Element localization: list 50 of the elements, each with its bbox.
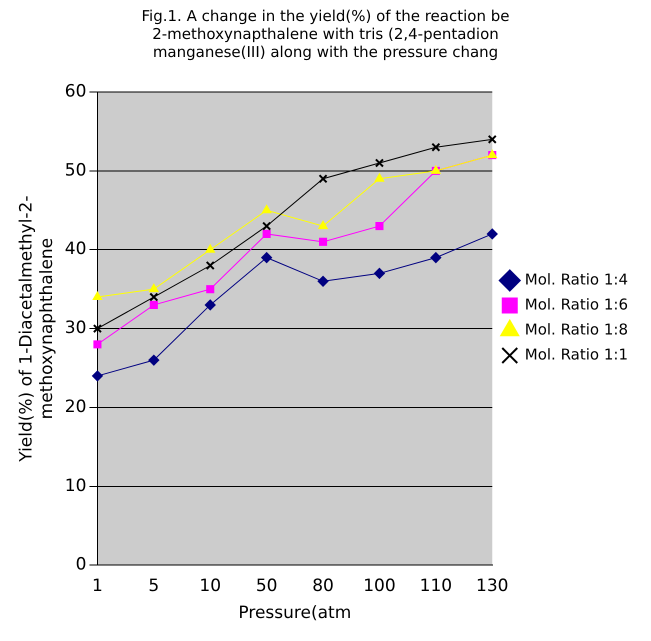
y-tick-label: 0 bbox=[76, 554, 86, 575]
point bbox=[318, 220, 328, 230]
point bbox=[206, 260, 215, 270]
x-tick-label: 5 bbox=[148, 576, 160, 596]
point bbox=[262, 204, 272, 214]
x-tick-label: 130 bbox=[476, 576, 508, 596]
point bbox=[374, 268, 385, 279]
point bbox=[486, 228, 498, 240]
point bbox=[262, 230, 271, 238]
y-tick-label: 10 bbox=[64, 476, 86, 496]
point bbox=[318, 174, 328, 184]
chart-title: Fig.1. A change in the yield(%) of the reaction be 2-methoxynapthalene with tris (2,4-pentadion manganese(III) along with the pressure chang bbox=[142, 6, 510, 61]
x-tick-label: 10 bbox=[199, 576, 222, 596]
x-tick-label: 1 bbox=[92, 576, 103, 596]
x-tick-label: 100 bbox=[363, 576, 396, 596]
x-axis-title: Pressure(atm bbox=[238, 603, 352, 624]
point bbox=[150, 300, 158, 309]
point bbox=[431, 142, 440, 152]
point bbox=[261, 252, 272, 264]
y-tick-label: 50 bbox=[64, 160, 86, 180]
point bbox=[262, 222, 272, 231]
point bbox=[375, 222, 384, 230]
y-tick-label: 40 bbox=[64, 239, 86, 260]
y-axis-title: Yield(%) of 1-Diacetalmethyl-2- methoxynaphthalene bbox=[16, 195, 58, 463]
x-tick-label: 80 bbox=[312, 576, 334, 596]
legend-label: Mol. Ratio 1:6 bbox=[524, 295, 628, 314]
point bbox=[374, 173, 384, 182]
x-tick-label: 110 bbox=[420, 576, 452, 596]
point bbox=[92, 292, 102, 300]
point bbox=[374, 158, 384, 168]
legend-label: Mol. Ratio 1:1 bbox=[524, 345, 628, 364]
point bbox=[149, 284, 159, 292]
point bbox=[488, 134, 497, 144]
point bbox=[149, 292, 158, 302]
point bbox=[92, 324, 102, 334]
legend-label: Mol. Ratio 1:8 bbox=[524, 320, 628, 338]
y-tick-label: 30 bbox=[64, 318, 86, 338]
x-tick-label: 50 bbox=[256, 576, 278, 596]
y-tick-label: 20 bbox=[64, 396, 86, 417]
point bbox=[92, 370, 103, 382]
point bbox=[205, 244, 216, 253]
point bbox=[148, 354, 160, 366]
legend-label: Mol. Ratio 1:4 bbox=[524, 270, 628, 288]
point bbox=[206, 285, 214, 294]
point bbox=[204, 299, 216, 310]
point bbox=[319, 238, 328, 246]
y-tick-label: 60 bbox=[64, 81, 86, 102]
point bbox=[93, 340, 102, 348]
point bbox=[318, 276, 329, 287]
point bbox=[430, 252, 442, 264]
